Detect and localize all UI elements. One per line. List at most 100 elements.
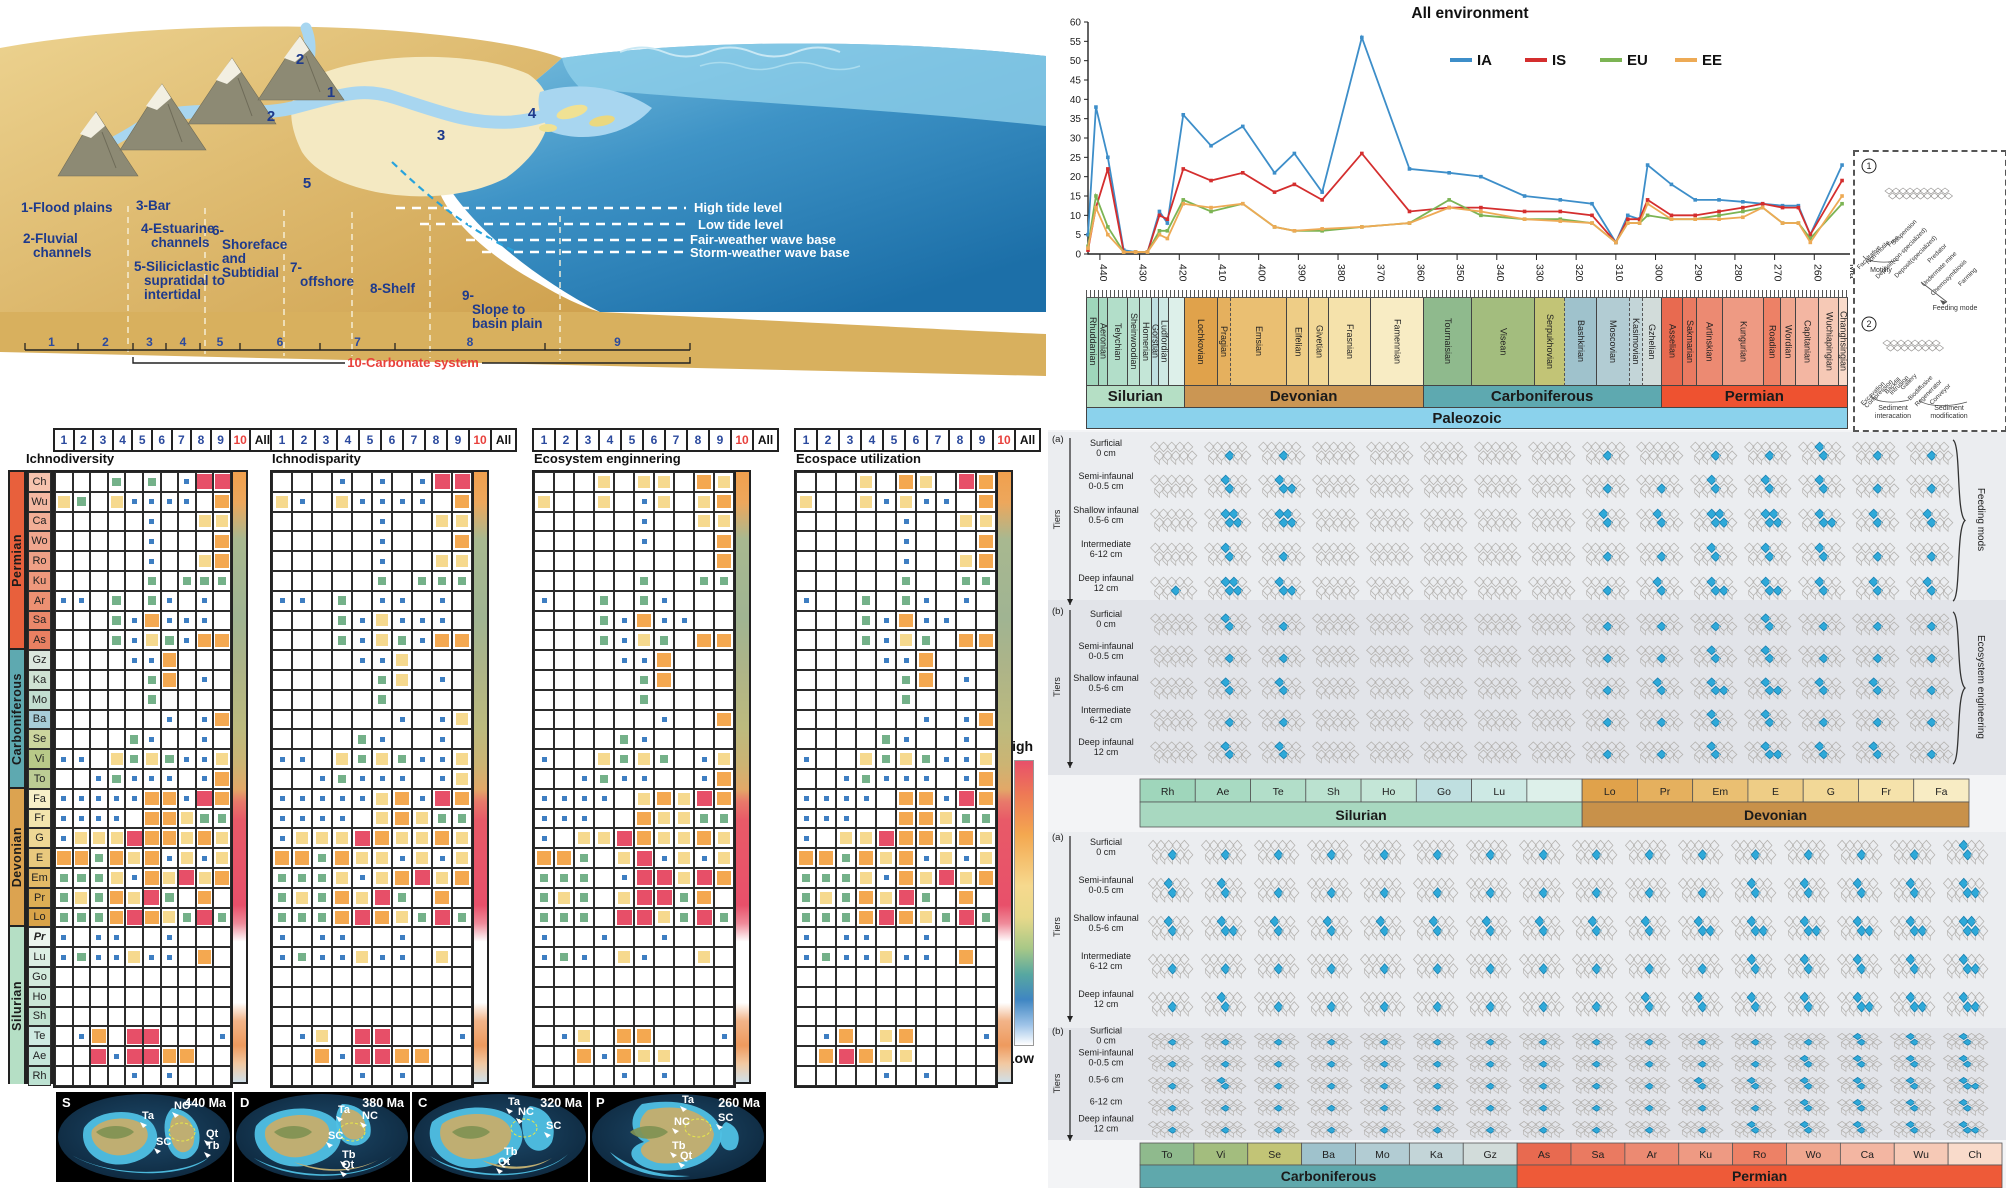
heatmap-marker [803,796,809,802]
heatmap-marker [215,633,229,648]
stage-cell: Kungurian [1722,298,1765,386]
heatmap-marker [801,873,811,883]
mini-stage-label: Gz [1483,1149,1496,1161]
column-header: 3 [838,428,862,452]
heatmap-marker [717,494,731,509]
row-label: E [28,848,51,868]
ecospace-block [1744,741,1792,764]
ecospace-block [1636,709,1684,732]
heatmap-cell [312,1026,332,1047]
heatmap-cell [432,947,452,967]
heatmap-cell [72,590,91,611]
period-row: Silurian Devonian Carboniferous Permian [1086,386,1848,408]
heatmap-cell [534,1046,554,1066]
heatmap-cell [714,828,734,849]
tier-row-label: Deep infaunal [1078,573,1134,583]
heatmap-marker [940,812,952,825]
heatmap-cell [72,1046,91,1066]
ecospace-block [1690,508,1738,533]
ecospace-block [1150,741,1198,764]
heatmap-cell [312,1065,332,1086]
heatmap-marker [678,852,690,865]
ecospace-block [1366,677,1414,700]
heatmap-cell [836,590,856,611]
heatmap-marker [335,890,349,905]
heatmap-marker [399,1073,405,1079]
heatmap-cell [125,1006,143,1027]
heatmap-cell [694,927,714,948]
tier-row-label: 6-12 cm [1090,961,1123,971]
ecospace-block [1359,877,1406,903]
heatmap-marker [131,637,137,643]
heatmap-marker [279,934,285,940]
heatmap-cell [332,1046,352,1066]
heatmap-cell [412,927,432,948]
tier-row-label: 0-0.5 cm [1088,651,1123,661]
heatmap-marker [943,499,949,505]
heatmap-cell [142,1006,161,1027]
heatmap-marker [661,716,667,722]
heatmap-marker [455,871,469,885]
heatmap-marker [717,534,731,549]
heatmap-marker [379,598,385,604]
ecospace-block [1366,576,1414,601]
ecospace-block [1528,441,1576,466]
all-column-gradient [996,470,1013,1084]
heatmap-cell [372,650,392,670]
ecospace-block [1412,915,1459,941]
heatmap-marker [859,1049,873,1063]
heatmap-marker [202,677,208,683]
heatmap-marker [145,791,159,806]
x-tick-label: 290 [1692,264,1704,282]
heatmap-marker [295,851,309,865]
heatmap-cell [55,848,73,868]
heatmap-marker [131,875,137,881]
heatmap-cell [534,947,554,967]
heatmap-cell [352,729,372,750]
column-header: 6 [150,428,173,452]
heatmap-cell [195,768,214,789]
ecospace-block [1306,1076,1353,1095]
tier-row-label: Intermediate [1081,705,1131,715]
heatmap-cell [432,907,452,928]
heatmap-cell [72,650,91,670]
heatmap-cell [332,570,352,591]
heatmap-marker [374,1048,390,1064]
heatmap-marker [59,913,69,922]
stage-name: Artinskian [1704,321,1715,362]
heatmap-cell [714,808,734,829]
row-label: Pr [28,927,51,948]
heatmap-marker [279,954,285,960]
heatmap-cell [412,1065,432,1086]
heatmap-cell [694,788,714,809]
heatmap-marker [435,831,449,845]
ruler-number: 8 [467,335,474,349]
heatmap-marker [59,893,69,902]
ecospace-block [1474,474,1522,499]
column-header: 1 [270,428,294,452]
heatmap-cell [594,650,614,670]
heatmap-cell [714,768,734,789]
ecospace-block [1636,741,1684,764]
heatmap-cell [160,689,179,710]
heatmap-cell [272,669,292,690]
heatmap-cell [694,768,714,789]
heatmap-cell [452,491,472,512]
heatmap-marker [145,910,159,925]
column-header: 7 [170,428,193,452]
heatmap-marker [144,1048,160,1064]
heatmap-cell [614,610,634,631]
heatmap-cell [352,1065,372,1086]
heatmap-marker [216,832,229,845]
ecospace-block [1571,991,1618,1017]
heatmap-cell [594,828,614,849]
heatmap-marker [963,677,969,683]
ecospace-block [1636,645,1684,668]
ecospace-block [1889,1054,1936,1073]
tier-row-label: Surficial [1090,609,1122,619]
heatmap-cell [312,848,332,868]
heatmap-cell [896,828,916,849]
heatmap-cell [876,828,896,849]
ecospace-block [1624,1076,1671,1095]
heatmap-marker [578,832,590,845]
